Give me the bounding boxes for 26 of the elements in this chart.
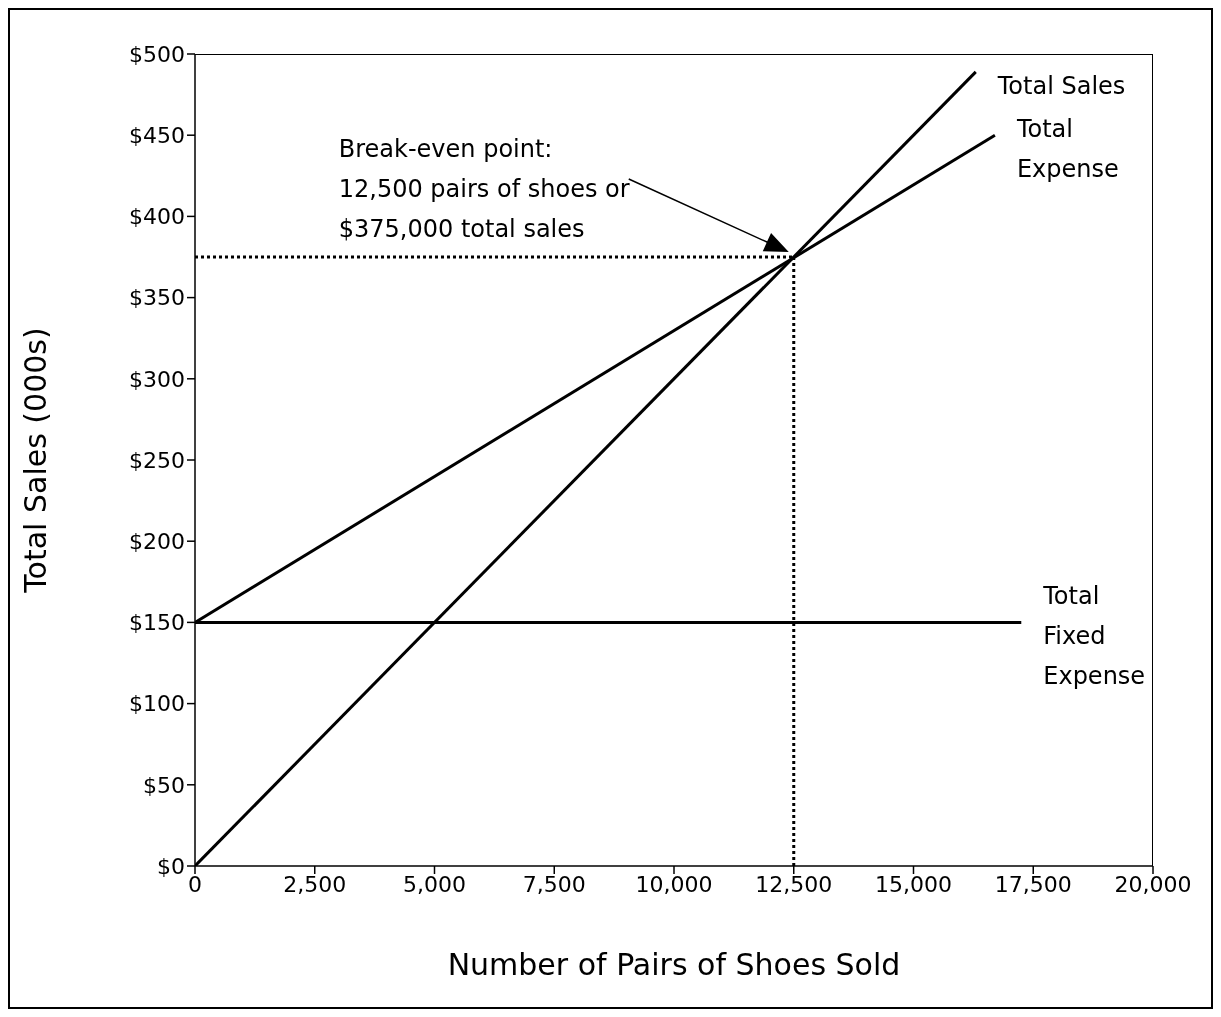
y-tick-label: $300 (129, 366, 185, 392)
x-tick-label: 15,000 (875, 871, 952, 897)
series-label: Total Expense (1015, 115, 1119, 184)
x-tick-label: 7,500 (522, 871, 586, 897)
x-axis-title: Number of Pairs of Shoes Sold (447, 947, 901, 982)
x-tick-label: 2,500 (283, 871, 347, 897)
y-tick-label: $400 (129, 204, 185, 230)
y-tick-label: $500 (129, 41, 185, 67)
y-tick-label: $150 (129, 610, 185, 636)
annotation: Break-even point: 12,500 pairs of shoes or $375,000 total sales (338, 135, 630, 243)
y-tick-label: $250 (129, 447, 185, 473)
y-tick-label: $350 (129, 285, 185, 311)
y-tick-label: $100 (129, 691, 185, 717)
y-tick-label: $0 (157, 853, 185, 879)
x-tick-label: 17,500 (994, 871, 1072, 897)
y-tick-label: $200 (129, 529, 185, 555)
series-label: Total Sales (996, 71, 1126, 100)
y-tick-label: $50 (143, 772, 185, 798)
x-tick-label: 12,500 (755, 871, 833, 897)
x-tick-label: 5,000 (403, 871, 466, 897)
y-axis-title: Total Sales (000s) (17, 327, 53, 594)
x-tick-label: 0 (188, 871, 202, 897)
x-tick-label: 10,000 (635, 871, 713, 897)
y-tick-label: $450 (129, 123, 185, 149)
x-tick-label: 20,000 (1114, 871, 1192, 897)
series-label: Total Fixed Expense (1042, 582, 1146, 691)
